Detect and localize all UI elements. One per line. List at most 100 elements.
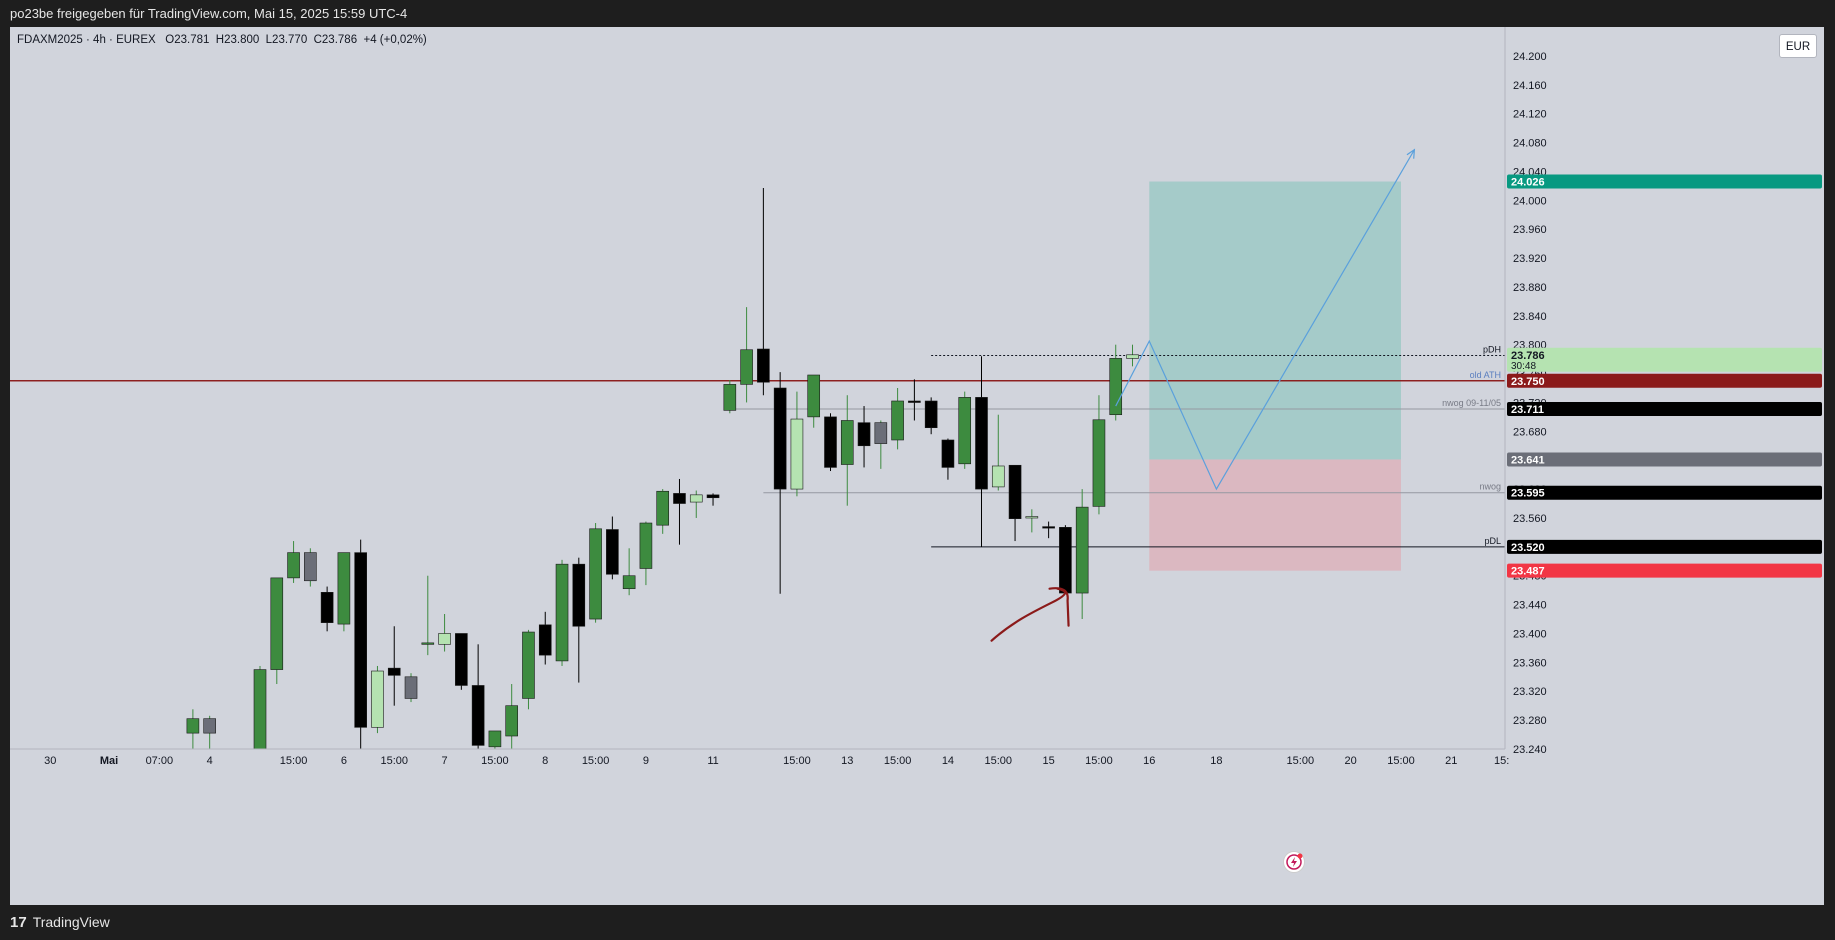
price-tick-label: 24.120 — [1513, 109, 1547, 121]
chart-plot[interactable]: pDH old ATH nwog 09-11/05 nwog pDL 24.200 24.1… — [10, 27, 1824, 905]
tradingview-logo[interactable]: 17 TradingView — [10, 905, 110, 940]
time-tick-label: 4 — [207, 755, 213, 767]
candle-body — [438, 633, 451, 645]
candle-body — [203, 718, 216, 734]
price-tick-label: 24.000 — [1513, 195, 1547, 207]
position-stop-zone — [1149, 459, 1401, 571]
candle-body — [740, 349, 753, 385]
candle-body — [270, 577, 284, 670]
tradingview-logo-icon: 17 — [10, 914, 27, 931]
candle-body — [689, 494, 703, 503]
candle-body — [1126, 354, 1139, 359]
time-tick-label: 15:00 — [1085, 755, 1113, 767]
candle-body — [757, 348, 770, 383]
level-label: nwog 09-11/05 — [1442, 398, 1501, 408]
candle-body — [840, 420, 854, 465]
time-tick-label: 15:00 — [1387, 755, 1415, 767]
price-label-box — [1507, 373, 1822, 388]
price-tick-label: 23.240 — [1513, 744, 1547, 756]
candle-body — [538, 624, 552, 656]
hand-drawn-arrow — [990, 587, 1067, 642]
level-label: pDH — [1483, 345, 1501, 355]
price-label-text: 23.487 — [1511, 566, 1545, 578]
candle-body — [622, 575, 636, 590]
footer-bar: 17 TradingView — [0, 905, 1835, 940]
price-tick-label: 23.920 — [1513, 253, 1547, 265]
time-tick-label: 8 — [542, 755, 548, 767]
candle-body — [471, 685, 485, 746]
time-tick-label: 14 — [942, 755, 954, 767]
candle-body — [991, 465, 1005, 488]
price-tick-label: 23.960 — [1513, 224, 1547, 236]
price-tick-label: 24.200 — [1513, 51, 1547, 63]
candle-body — [1092, 419, 1106, 507]
time-tick-label: 16 — [1143, 755, 1155, 767]
candle-body — [555, 563, 569, 662]
candle-body — [1008, 464, 1022, 519]
price-label-text: 23.641 — [1511, 454, 1545, 466]
candle-body — [941, 439, 955, 468]
candle-body — [958, 397, 972, 465]
time-tick-label: 30 — [44, 755, 56, 767]
candle-body — [1109, 358, 1123, 416]
candle-body — [354, 552, 367, 728]
tradingview-brand-text: TradingView — [32, 914, 110, 930]
chart-frame[interactable]: pDH old ATH nwog 09-11/05 nwog pDL 24.200 24.1… — [10, 27, 1824, 905]
candle-body — [186, 718, 200, 734]
candle-body — [773, 387, 787, 490]
candle-body — [337, 552, 351, 625]
candle-body — [706, 494, 720, 499]
candle-body — [790, 418, 804, 490]
candle-body — [975, 397, 988, 490]
candle-body — [589, 528, 602, 620]
candle-body — [673, 493, 686, 504]
time-tick-label: 20 — [1345, 755, 1357, 767]
lightning-icon[interactable] — [1283, 851, 1305, 873]
price-tick-label: 23.320 — [1513, 686, 1547, 698]
time-tick-label: Mai — [100, 755, 118, 767]
price-tick-label: 23.880 — [1513, 282, 1547, 294]
price-tick-label: 23.440 — [1513, 600, 1547, 612]
projection-path — [1115, 149, 1415, 491]
time-tick-label: 15: — [1494, 755, 1509, 767]
time-tick-label: 15:00 — [280, 755, 308, 767]
price-label-box — [1507, 485, 1822, 500]
candle-body — [505, 705, 518, 737]
time-tick-label: 15 — [1042, 755, 1054, 767]
time-tick-label: 7 — [442, 755, 448, 767]
candle-body — [639, 522, 653, 569]
candle-body — [1059, 527, 1072, 594]
time-tick-label: 13 — [841, 755, 853, 767]
price-label-text: 23.786 — [1511, 350, 1545, 362]
price-label-countdown: 30:48 — [1511, 361, 1536, 372]
candle-body — [807, 374, 821, 418]
hand-drawn-arrowhead — [1048, 587, 1070, 627]
candle-body — [924, 400, 938, 429]
candle-body — [1025, 516, 1039, 519]
candle-body — [908, 400, 921, 403]
price-label-box — [1507, 452, 1822, 467]
price-label-text: 23.750 — [1511, 376, 1545, 388]
time-tick-label: 18 — [1210, 755, 1222, 767]
candle-body — [874, 422, 888, 444]
price-tick-label: 23.400 — [1513, 628, 1547, 640]
candle-body — [287, 552, 300, 579]
candle-body — [488, 730, 502, 748]
time-tick-label: 15:00 — [481, 755, 509, 767]
time-axis-area — [10, 749, 1824, 905]
currency-button[interactable]: EUR — [1779, 34, 1817, 58]
time-tick-label: 9 — [643, 755, 649, 767]
time-tick-label: 15:00 — [582, 755, 610, 767]
candle-body — [1042, 526, 1055, 529]
candle-body — [421, 642, 435, 645]
price-label-text: 23.520 — [1511, 542, 1545, 554]
level-label: old ATH — [1470, 370, 1501, 380]
time-tick-label: 15:00 — [884, 755, 912, 767]
price-label-text: 23.711 — [1511, 404, 1544, 416]
price-label-box — [1507, 539, 1822, 554]
price-label-text: 23.595 — [1511, 488, 1545, 500]
candle-body — [857, 422, 871, 447]
level-label: pDL — [1484, 536, 1501, 546]
price-tick-label: 23.560 — [1513, 513, 1547, 525]
candle-body — [455, 633, 468, 686]
